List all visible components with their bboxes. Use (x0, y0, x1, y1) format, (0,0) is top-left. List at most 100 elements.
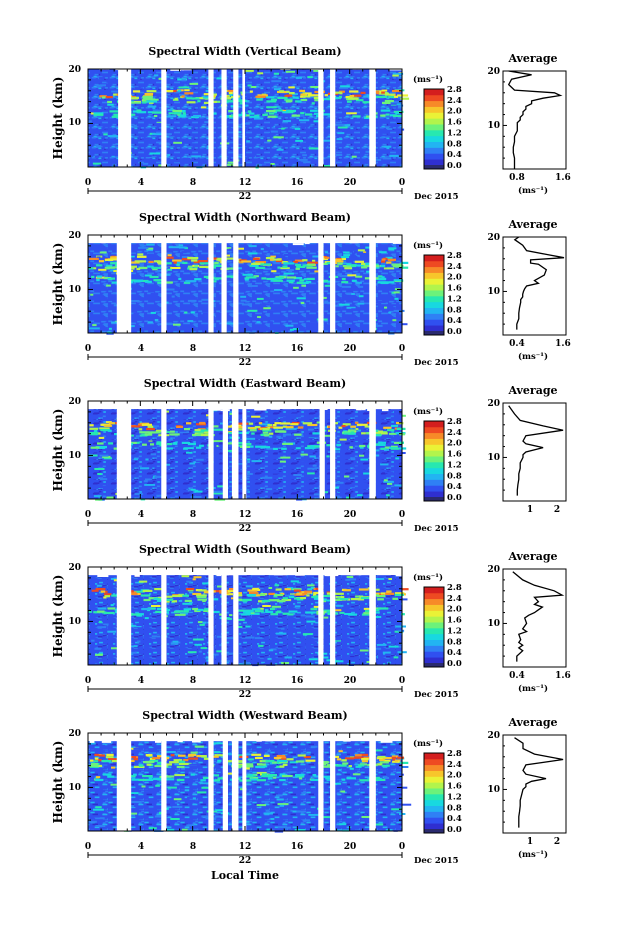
heatmap-cell (395, 128, 405, 131)
heatmap-cell (375, 766, 380, 769)
colorbar: 0.00.40.81.21.62.02.42.8 (423, 749, 462, 835)
heatmap-cell (279, 761, 288, 764)
heatmap-cell (184, 447, 194, 450)
colorbar-tick-label: 0.4 (447, 482, 462, 492)
heatmap-cell (254, 440, 263, 443)
heatmap-empty-cell (365, 406, 373, 409)
day-label: 22 (239, 856, 252, 866)
heatmap-cell (302, 592, 308, 595)
heatmap-cell (96, 275, 103, 278)
heatmap-cell (143, 480, 148, 483)
data-gap (221, 68, 227, 167)
heatmap-empty-cell (167, 64, 173, 67)
data-gap (221, 566, 227, 665)
heatmap-cell (88, 820, 97, 823)
heatmap-cell (213, 774, 219, 777)
heatmap-cell (307, 76, 313, 79)
y-tick-label: 20 (68, 65, 81, 75)
heatmap-cell (201, 786, 209, 789)
heatmap-cell (244, 104, 249, 107)
colorbar-tick-label: 2.4 (447, 594, 462, 604)
heatmap-cell (338, 750, 343, 753)
heatmap-cell (95, 798, 102, 801)
heatmap-cell (340, 790, 346, 793)
heatmap-cell (304, 590, 313, 593)
heatmap-cell (165, 598, 174, 601)
data-gap (208, 234, 214, 333)
heatmap-cell (349, 90, 359, 93)
heatmap-cell (274, 277, 282, 280)
heatmap-cell (200, 779, 206, 782)
data-gap (369, 566, 376, 665)
heatmap-cell (212, 300, 216, 303)
x-tick-label: 0 (399, 510, 405, 520)
heatmap-cell (312, 464, 317, 467)
heatmap-cell (310, 126, 320, 129)
heatmap-cell (92, 324, 97, 327)
heatmap-cell (289, 761, 298, 764)
heatmap-cell (319, 622, 329, 625)
heatmap-cell (251, 608, 261, 611)
heatmap-cell (277, 96, 288, 99)
colorbar-swatch (424, 805, 444, 812)
heatmap-cell (226, 456, 234, 459)
heatmap-cell (378, 443, 386, 446)
y-tick-label: 20 (68, 397, 81, 407)
heatmap-cell (357, 249, 365, 252)
heatmap-cell (191, 259, 198, 262)
heatmap-cell (282, 111, 293, 114)
heatmap-cell (394, 593, 404, 596)
heatmap-cell (325, 81, 333, 84)
heatmap-empty-cell (356, 235, 361, 238)
heatmap-cell (284, 588, 291, 591)
heatmap-cell (100, 590, 106, 593)
colorbar: 0.00.40.81.21.62.02.42.8 (423, 85, 462, 171)
heatmap-cell (388, 248, 395, 251)
colorbar-tick-label: 1.6 (447, 118, 462, 128)
heatmap-cell (284, 767, 290, 770)
heatmap-cell (169, 433, 180, 436)
colorbar-swatch (424, 450, 444, 457)
heatmap-cell (306, 277, 315, 280)
heatmap-cell (364, 423, 373, 426)
heatmap-cell (270, 613, 278, 616)
profile-x-label: (ms⁻¹) (518, 351, 548, 362)
colorbar-tick-label: 1.6 (447, 450, 462, 460)
heatmap-cell (249, 776, 258, 780)
heatmap-cell (150, 311, 156, 314)
heatmap-cell (181, 95, 185, 98)
colorbar-swatch (424, 829, 444, 833)
heatmap-cell (336, 764, 347, 767)
heatmap-cell (106, 496, 114, 499)
heatmap-cell (214, 261, 219, 265)
heatmap-cell (381, 91, 385, 94)
heatmap-cell (387, 410, 393, 413)
profile-line (512, 571, 565, 662)
heatmap-cell (202, 582, 212, 585)
heatmap-cell (225, 449, 234, 452)
heatmap-cell (323, 434, 332, 437)
heatmap-cell (386, 304, 398, 307)
colorbar-unit: (ms⁻¹) (413, 74, 443, 85)
heatmap-cell (234, 109, 243, 111)
heatmap-cell (129, 261, 140, 264)
heatmap-cell (281, 127, 287, 130)
heatmap-cell (384, 448, 389, 451)
heatmap-cell (358, 753, 369, 756)
colorbar-tick-label: 2.0 (447, 273, 462, 283)
heatmap-empty-cell (332, 65, 345, 68)
heatmap-cell (219, 754, 226, 757)
heatmap-cell (203, 661, 212, 664)
heatmap-cell (95, 825, 106, 827)
heatmap-cell (212, 492, 224, 495)
heatmap-cell (382, 616, 387, 619)
heatmap-empty-cell (297, 406, 311, 409)
heatmap-cell (348, 429, 356, 432)
heatmap-cell (237, 609, 245, 612)
heatmap-cell (288, 86, 295, 89)
heatmap-cell (199, 429, 211, 432)
heatmap-cell (153, 597, 160, 600)
heatmap-cell (90, 439, 100, 442)
heatmap-cell (145, 159, 153, 162)
heatmap-cell (308, 745, 318, 748)
